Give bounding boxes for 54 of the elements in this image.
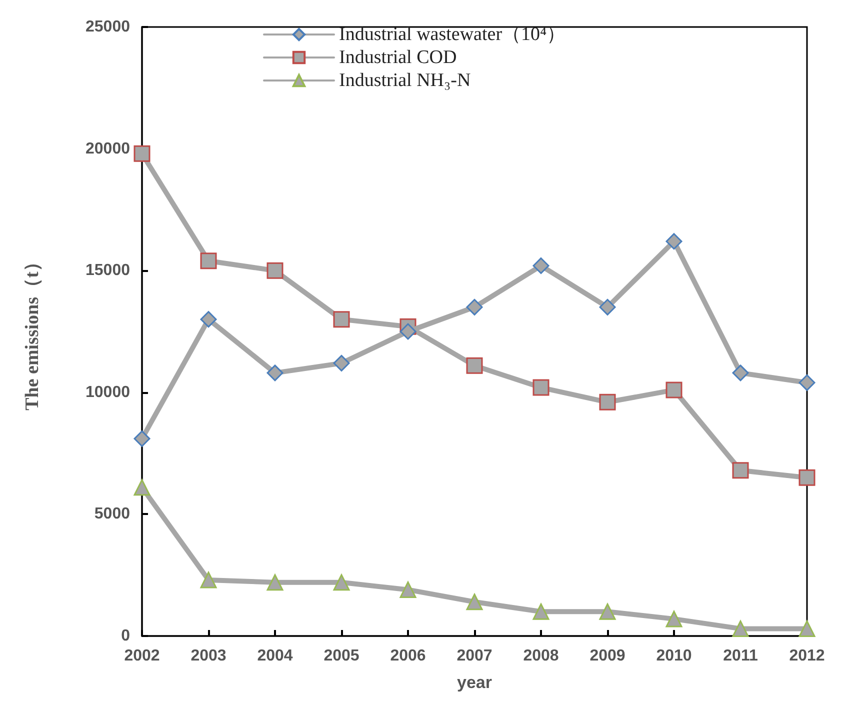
x-tick-label: 2009 <box>590 648 626 664</box>
x-tick-label: 2002 <box>124 648 160 664</box>
x-tick-label: 2011 <box>723 648 758 664</box>
legend-label: Industrial COD <box>339 47 457 68</box>
legend-label: Industrial NH₃-N <box>339 70 471 91</box>
y-tick-label: 15000 <box>86 262 130 280</box>
y-tick-label: 10000 <box>86 384 130 401</box>
point <box>134 430 150 447</box>
point <box>333 311 350 328</box>
point <box>732 462 749 479</box>
point <box>266 574 284 591</box>
y-tick-label: 25000 <box>86 18 130 36</box>
point <box>200 252 217 270</box>
point <box>333 574 350 591</box>
point <box>400 581 416 598</box>
x-tick-label: 2008 <box>523 648 559 664</box>
y-tick-label: 20000 <box>86 140 130 158</box>
point <box>798 374 816 391</box>
point <box>599 394 616 410</box>
point <box>532 379 550 396</box>
point <box>532 257 550 274</box>
point <box>599 298 616 316</box>
point <box>666 382 682 398</box>
point <box>466 357 483 374</box>
point <box>266 364 284 382</box>
point <box>798 469 816 486</box>
x-tick-label: 2003 <box>190 648 226 664</box>
point <box>532 603 550 620</box>
x-tick-label: 2010 <box>656 648 692 664</box>
point <box>333 354 350 372</box>
point <box>732 620 749 637</box>
y-tick-label: 0 <box>121 628 130 644</box>
x-tick-label: 2007 <box>456 648 492 664</box>
x-tick-label: 2005 <box>324 648 360 664</box>
point <box>266 262 284 279</box>
point <box>666 233 682 250</box>
y-tick-label: 5000 <box>94 506 130 523</box>
point <box>134 479 150 496</box>
point <box>732 364 749 382</box>
x-tick-label: 2006 <box>390 648 426 664</box>
point <box>134 145 150 162</box>
point <box>466 298 483 316</box>
x-tick-label: 2012 <box>789 648 825 664</box>
y-axis-title: The emissions（t） <box>22 252 43 410</box>
point <box>798 620 816 637</box>
point <box>200 572 217 588</box>
x-axis-title: year <box>457 673 492 692</box>
point <box>466 594 483 610</box>
x-tick-label: 2004 <box>257 648 293 664</box>
point <box>400 323 416 340</box>
point <box>666 610 682 628</box>
point <box>200 311 217 328</box>
legend-label: Industrial wastewater（10⁴） <box>339 24 566 45</box>
point <box>599 603 616 620</box>
